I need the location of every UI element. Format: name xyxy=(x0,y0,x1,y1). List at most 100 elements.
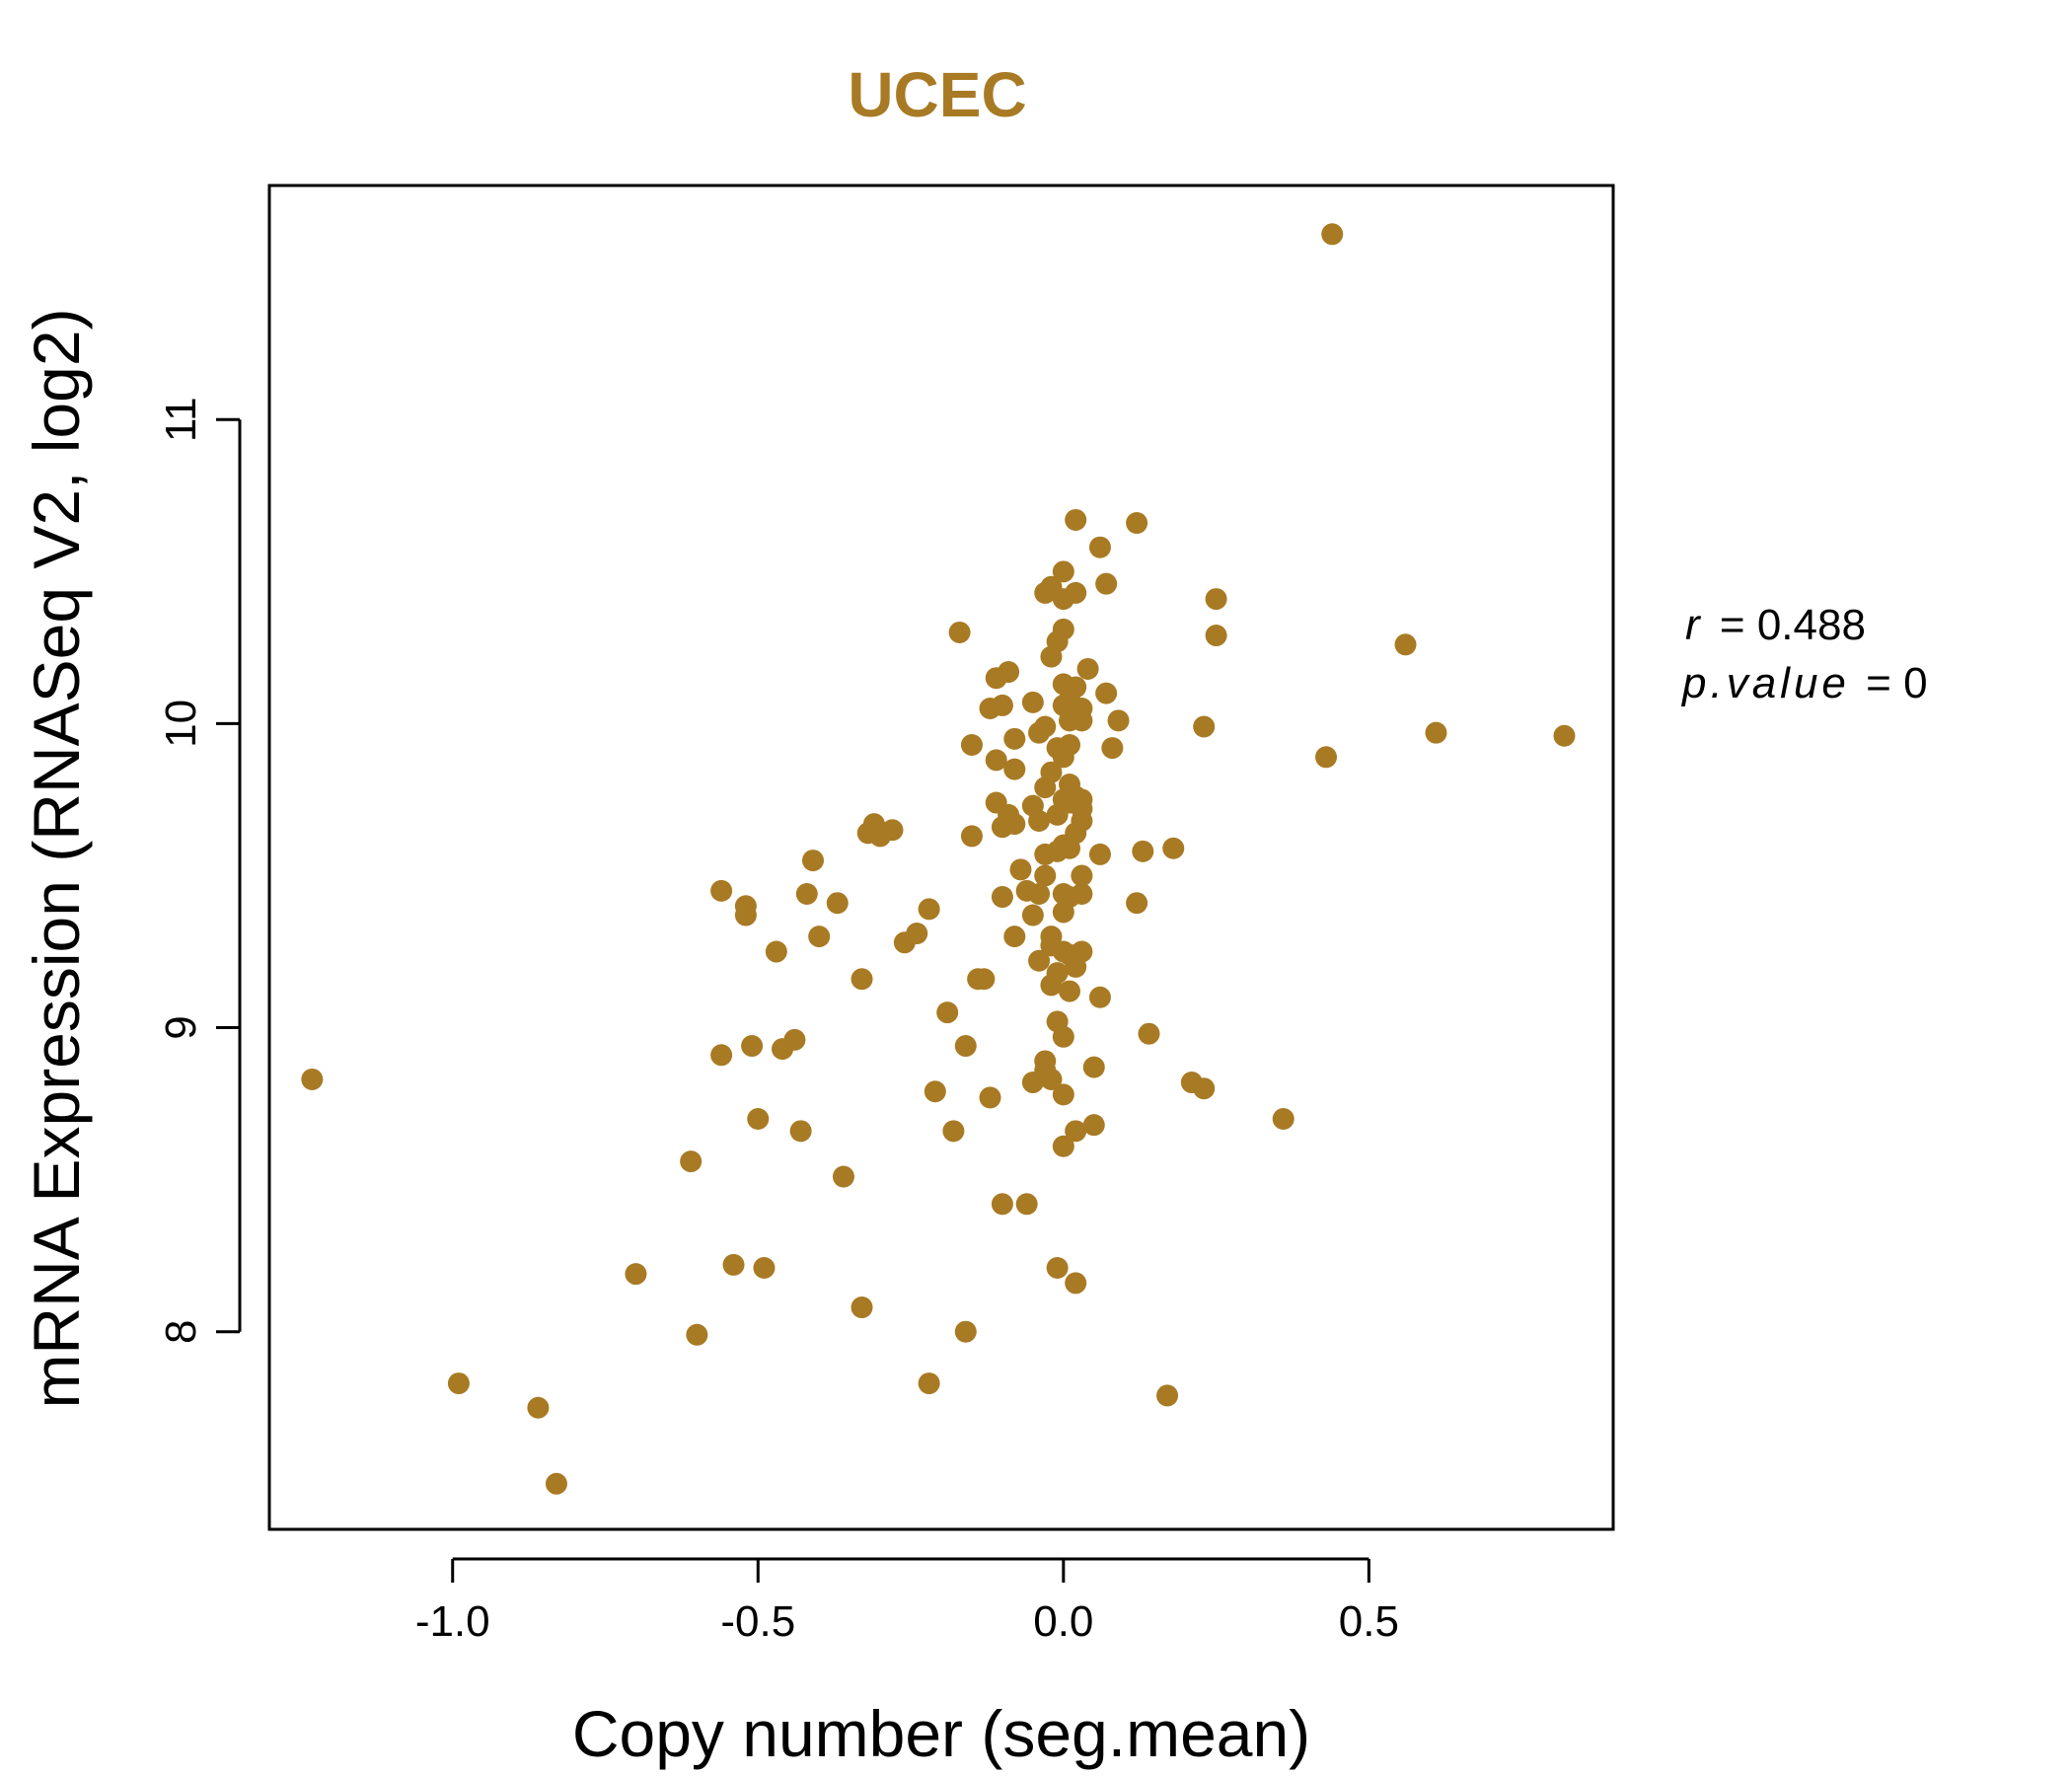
data-point xyxy=(1071,788,1093,811)
x-axis-title: Copy number (seg.mean) xyxy=(572,1697,1310,1770)
data-point xyxy=(1315,746,1338,769)
data-point xyxy=(1071,864,1093,887)
r-equals: = xyxy=(1720,601,1745,649)
y-axis: 8 9 10 11 xyxy=(157,397,242,1344)
data-point xyxy=(1065,508,1087,531)
data-point xyxy=(942,1120,965,1143)
data-point xyxy=(1425,721,1447,744)
data-point xyxy=(1071,940,1093,963)
data-point xyxy=(1021,904,1044,926)
y-tick-label: 10 xyxy=(157,700,205,748)
data-point xyxy=(1071,709,1093,732)
plot-frame xyxy=(267,184,1615,1531)
data-point xyxy=(1138,1022,1160,1045)
data-point xyxy=(1040,925,1063,948)
data-point xyxy=(1272,1108,1295,1131)
data-point xyxy=(954,1320,977,1343)
data-point xyxy=(801,850,824,872)
data-point xyxy=(1028,810,1051,833)
data-point xyxy=(960,733,983,756)
data-point xyxy=(918,1372,940,1395)
data-point xyxy=(1059,980,1081,1002)
x-tick-label: 0.0 xyxy=(1033,1597,1093,1646)
data-point xyxy=(1034,715,1057,738)
x-tick-label: -1.0 xyxy=(415,1597,490,1646)
data-point xyxy=(710,1044,733,1067)
data-point xyxy=(765,940,787,963)
data-point xyxy=(1126,892,1148,915)
data-point xyxy=(783,1028,806,1051)
data-point xyxy=(1021,691,1044,713)
data-point xyxy=(1132,840,1154,862)
data-point xyxy=(722,1253,745,1276)
data-point xyxy=(991,1193,1013,1216)
data-point xyxy=(808,925,831,948)
data-point xyxy=(960,825,983,848)
data-point xyxy=(1065,1120,1087,1143)
data-point xyxy=(1052,1025,1074,1048)
data-point xyxy=(1205,588,1227,611)
correlation-annotation: r = 0.488 xyxy=(1685,601,1866,649)
data-point xyxy=(948,621,971,643)
data-point xyxy=(1088,843,1111,865)
data-points xyxy=(301,223,1576,1495)
data-point xyxy=(881,819,904,842)
data-point xyxy=(301,1068,324,1090)
data-point xyxy=(747,1108,770,1131)
pvalue-annotation: p.value = 0 xyxy=(1680,659,1928,707)
data-point xyxy=(1126,512,1148,535)
x-tick-label: -0.5 xyxy=(720,1597,795,1646)
data-point xyxy=(686,1323,708,1346)
data-point xyxy=(1052,1135,1074,1157)
data-point xyxy=(1156,1384,1179,1407)
data-point xyxy=(1052,618,1074,640)
data-point xyxy=(936,1001,959,1024)
x-axis: -1.0 -0.5 0.0 0.5 xyxy=(415,1557,1399,1646)
data-point xyxy=(447,1372,470,1395)
data-point xyxy=(1046,1256,1069,1279)
data-point xyxy=(625,1263,647,1286)
data-point xyxy=(851,1296,873,1319)
y-axis-title: mRNA Expression (RNASeq V2, log2) xyxy=(20,308,93,1408)
data-point xyxy=(1193,715,1216,738)
data-point xyxy=(1065,1272,1087,1295)
data-point xyxy=(680,1150,703,1173)
data-point xyxy=(1101,737,1124,760)
data-point xyxy=(1082,1114,1105,1137)
data-point xyxy=(979,1086,1001,1109)
data-point xyxy=(1162,837,1185,859)
data-point xyxy=(991,886,1013,909)
p-equals: = xyxy=(1866,659,1891,707)
data-point xyxy=(832,1165,854,1188)
data-point xyxy=(789,1120,812,1143)
data-point xyxy=(1082,1056,1105,1078)
data-point xyxy=(1028,882,1051,905)
data-point xyxy=(1046,962,1069,985)
data-point xyxy=(1040,1068,1063,1090)
data-point xyxy=(973,968,996,991)
data-point xyxy=(1071,882,1093,905)
data-point xyxy=(734,904,757,926)
data-point xyxy=(1394,633,1417,656)
data-point xyxy=(795,882,818,905)
data-point xyxy=(1107,709,1130,732)
data-point xyxy=(1088,536,1111,558)
data-point xyxy=(1003,813,1026,836)
data-point xyxy=(1553,724,1576,747)
data-point xyxy=(1003,925,1026,948)
data-point xyxy=(753,1256,776,1279)
data-point xyxy=(527,1396,550,1419)
data-point xyxy=(991,694,1013,716)
data-point xyxy=(1088,986,1111,1008)
data-point xyxy=(1065,581,1087,604)
data-point xyxy=(1059,733,1081,756)
y-tick-label: 8 xyxy=(157,1319,205,1343)
data-point xyxy=(826,892,849,915)
data-point xyxy=(1095,572,1118,595)
data-point xyxy=(985,749,1007,772)
p-value: 0 xyxy=(1903,659,1927,707)
data-point xyxy=(918,898,940,921)
data-point xyxy=(1321,223,1344,246)
data-point xyxy=(906,923,928,945)
